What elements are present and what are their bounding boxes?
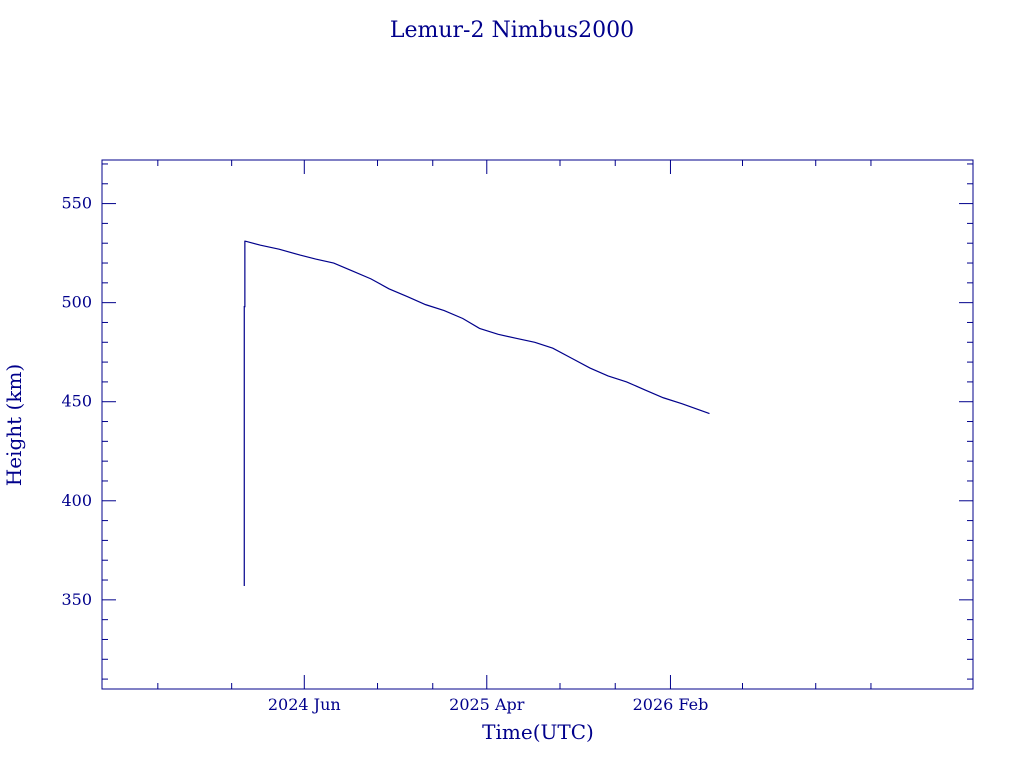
x-tick-label: 2024 Jun xyxy=(268,695,341,714)
axis-ticks xyxy=(102,160,973,689)
tick-labels: 350 400 450 500 550 2024 Jun 2025 Apr 2026 Feb xyxy=(61,194,708,714)
y-tick-label: 450 xyxy=(61,392,92,411)
chart-title: Lemur-2 Nimbus2000 xyxy=(390,18,634,43)
y-tick-label: 400 xyxy=(61,491,92,510)
x-tick-label: 2025 Apr xyxy=(449,695,525,714)
x-axis-label: Time(UTC) xyxy=(482,720,594,744)
y-tick-label: 350 xyxy=(61,590,92,609)
x-tick-label: 2026 Feb xyxy=(633,695,709,714)
plot-frame xyxy=(101,159,974,690)
y-tick-label: 500 xyxy=(61,293,92,312)
y-tick-label: 550 xyxy=(61,194,92,213)
y-axis-label: Height (km) xyxy=(2,364,26,486)
series-layer xyxy=(243,240,710,586)
height-series-line xyxy=(243,240,710,586)
